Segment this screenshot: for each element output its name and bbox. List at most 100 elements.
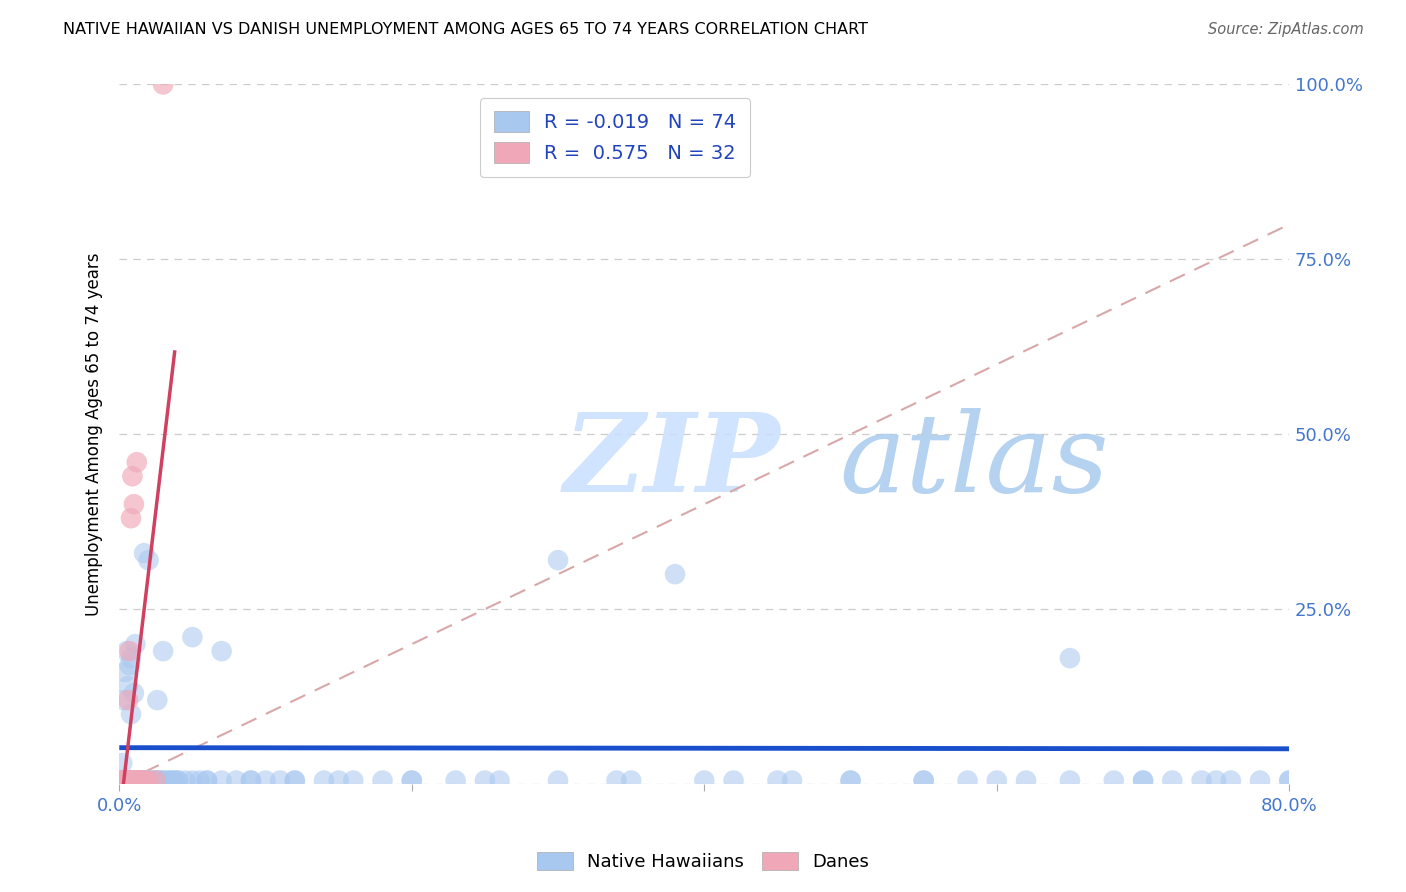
Point [115,773,138,788]
Point [693,773,716,788]
Point [371,773,394,788]
Point [284,773,307,788]
Point [342,773,364,788]
Point [1278,773,1301,788]
Point [181,630,204,644]
Point [122,497,145,511]
Point [122,773,145,788]
Point [1249,773,1271,788]
Point [488,773,510,788]
Point [122,686,145,700]
Point [254,773,277,788]
Point [159,773,181,788]
Point [1191,773,1213,788]
Point [118,773,141,788]
Point [114,773,136,788]
Point [120,651,142,665]
Point [112,773,135,788]
Point [117,773,139,788]
Point [120,707,142,722]
Point [125,773,148,788]
Point [117,773,139,788]
Point [195,773,218,788]
Point [124,773,146,788]
Point [115,773,138,788]
Point [111,773,134,788]
Point [839,773,862,788]
Point [146,773,169,788]
Point [163,773,186,788]
Point [135,773,157,788]
Point [114,773,136,788]
Point [138,773,160,788]
Point [1059,773,1081,788]
Point [129,773,152,788]
Point [136,773,159,788]
Text: NATIVE HAWAIIAN VS DANISH UNEMPLOYMENT AMONG AGES 65 TO 74 YEARS CORRELATION CHA: NATIVE HAWAIIAN VS DANISH UNEMPLOYMENT A… [63,22,869,37]
Point [112,693,135,707]
Point [124,773,146,788]
Point [121,773,143,788]
Point [141,773,163,788]
Point [195,773,218,788]
Point [117,773,139,788]
Point [444,773,467,788]
Point [131,773,153,788]
Point [124,637,146,651]
Point [211,644,233,658]
Text: Source: ZipAtlas.com: Source: ZipAtlas.com [1208,22,1364,37]
Point [118,644,141,658]
Point [135,773,157,788]
Legend: R = -0.019   N = 74, R =  0.575   N = 32: R = -0.019 N = 74, R = 0.575 N = 32 [479,97,749,177]
Point [141,773,163,788]
Point [111,756,134,770]
Point [181,773,204,788]
Point [115,644,138,658]
Point [1059,651,1081,665]
Point [120,773,142,788]
Point [112,773,135,788]
Point [839,773,862,788]
Point [912,773,935,788]
Point [127,773,149,788]
Point [160,773,183,788]
Y-axis label: Unemployment Among Ages 65 to 74 years: Unemployment Among Ages 65 to 74 years [86,252,103,616]
Point [143,773,166,788]
Point [122,773,145,788]
Point [115,773,138,788]
Point [547,773,569,788]
Point [1278,773,1301,788]
Point [120,773,142,788]
Point [135,773,157,788]
Point [118,773,141,788]
Point [1132,773,1154,788]
Text: atlas: atlas [839,409,1108,516]
Point [328,773,350,788]
Point [128,773,150,788]
Point [127,773,149,788]
Point [122,773,145,788]
Point [127,773,149,788]
Point [149,773,172,788]
Point [401,773,423,788]
Point [112,773,135,788]
Point [723,773,745,788]
Point [131,773,153,788]
Point [111,773,134,788]
Point [157,773,180,788]
Point [956,773,979,788]
Point [117,773,139,788]
Point [166,773,188,788]
Point [188,773,211,788]
Point [117,693,139,707]
Point [134,546,156,560]
Point [129,773,152,788]
Point [128,773,150,788]
Point [620,773,643,788]
Point [401,773,423,788]
Point [312,773,335,788]
Point [120,773,142,788]
Point [121,469,143,483]
Point [118,658,141,673]
Text: ZIP: ZIP [564,409,780,516]
